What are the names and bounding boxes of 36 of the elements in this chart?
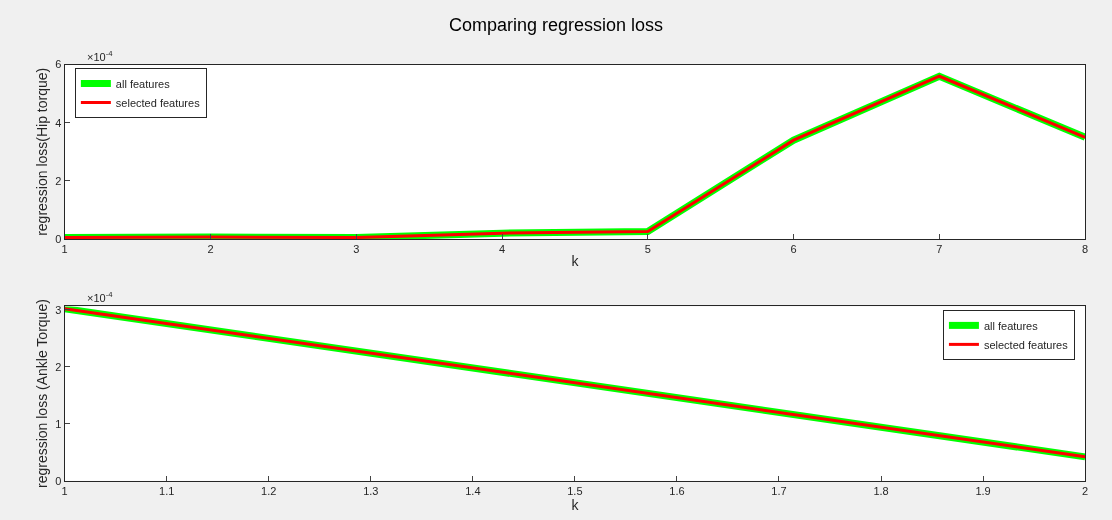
x-tick-label: 1.8 [873, 484, 889, 497]
x-tick-label: 1.4 [465, 484, 481, 497]
x-tick-label: 3 [353, 243, 360, 256]
legend-label: selected features [115, 96, 201, 109]
chart-title: Comparing regression loss [449, 15, 664, 35]
y-tick-label: 2 [55, 174, 62, 187]
x-tick-label: 1.9 [975, 484, 991, 497]
x-tick-label: 6 [790, 243, 797, 256]
y-tick-label: 4 [55, 116, 62, 129]
y-tick-label: 0 [55, 474, 62, 487]
x-tick-label: 1.2 [261, 484, 277, 497]
text: ×10$^{-4}$ [87, 290, 114, 304]
legend-label: all features [115, 77, 171, 90]
x-tick-label: 8 [1082, 243, 1089, 256]
x-tick-label: 2 [1082, 484, 1089, 497]
y-tick-label: 6 [55, 58, 62, 71]
x-tick-label: 1.3 [363, 484, 379, 497]
x-tick-label: 1.6 [669, 484, 685, 497]
x-tick-label: 1.1 [159, 484, 175, 497]
legend-label: all features [983, 319, 1039, 332]
y-tick-label: 2 [55, 360, 62, 373]
x-tick-label: 1.5 [567, 484, 583, 497]
y-axis-title: regression loss(Hip torque) [33, 67, 50, 236]
x-tick-label: 5 [644, 243, 651, 256]
x-axis-title: k [571, 253, 580, 270]
x-tick-label: 2 [207, 243, 214, 256]
x-tick-label: 1.7 [771, 484, 787, 497]
text: ×10$^{-4}$ [87, 49, 114, 63]
x-axis-title: k [571, 496, 580, 513]
x-tick-label: 4 [498, 243, 506, 256]
x-tick-label: 7 [936, 243, 943, 256]
legend-label: selected features [983, 338, 1069, 351]
y-axis-title: regression loss (Ankle Torque) [33, 299, 50, 489]
y-tick-label: 0 [55, 232, 62, 245]
y-tick-label: 1 [55, 417, 62, 430]
y-tick-label: 3 [55, 303, 62, 316]
